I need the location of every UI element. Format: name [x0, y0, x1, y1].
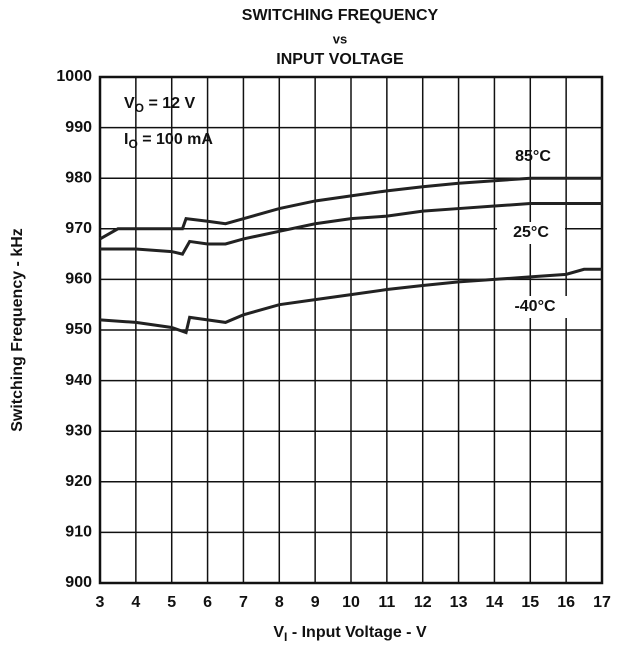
y-axis-label: Switching Frequency - kHz [9, 228, 26, 432]
y-tick-label: 930 [65, 422, 92, 439]
series-label: -40°C [514, 298, 556, 315]
x-tick-label: 12 [414, 594, 432, 611]
y-tick-label: 940 [65, 372, 92, 389]
y-tick-label: 920 [65, 473, 92, 490]
y-tick-label: 910 [65, 524, 92, 541]
annotation: IO = 100 mA [124, 131, 213, 151]
x-tick-label: 8 [275, 594, 284, 611]
series-label: 85°C [515, 148, 551, 165]
series-label: 25°C [513, 224, 549, 241]
series-line [99, 176, 602, 241]
x-tick-label: 14 [486, 594, 504, 611]
x-tick-label: 15 [521, 594, 539, 611]
label-background [497, 222, 565, 244]
x-tick-label: 6 [203, 594, 212, 611]
x-tick-label: 4 [131, 594, 140, 611]
y-tick-label: 900 [65, 574, 92, 591]
chart-title: INPUT VOLTAGE [276, 51, 404, 68]
annotation: VO = 12 V [124, 95, 195, 115]
label-background [501, 296, 569, 318]
x-tick-label: 17 [593, 594, 611, 611]
x-tick-label: 9 [311, 594, 320, 611]
y-tick-label: 970 [65, 220, 92, 237]
plot-frame [98, 75, 604, 585]
series-line [99, 267, 602, 335]
series-line [100, 202, 602, 256]
x-tick-label: 10 [342, 594, 360, 611]
y-tick-label: 950 [65, 321, 92, 338]
y-tick-label: 1000 [56, 68, 92, 85]
x-axis-label: VI - Input Voltage - V [273, 624, 427, 644]
x-tick-label: 7 [239, 594, 248, 611]
x-tick-label: 5 [167, 594, 176, 611]
y-tick-label: 980 [65, 169, 92, 186]
chart-title: vs [333, 31, 347, 46]
x-tick-label: 13 [450, 594, 468, 611]
y-tick-label: 960 [65, 271, 92, 288]
y-tick-label: 990 [65, 119, 92, 136]
chart-title: SWITCHING FREQUENCY [242, 7, 439, 24]
x-tick-label: 3 [96, 594, 105, 611]
x-tick-label: 16 [557, 594, 575, 611]
x-tick-label: 11 [378, 594, 395, 611]
